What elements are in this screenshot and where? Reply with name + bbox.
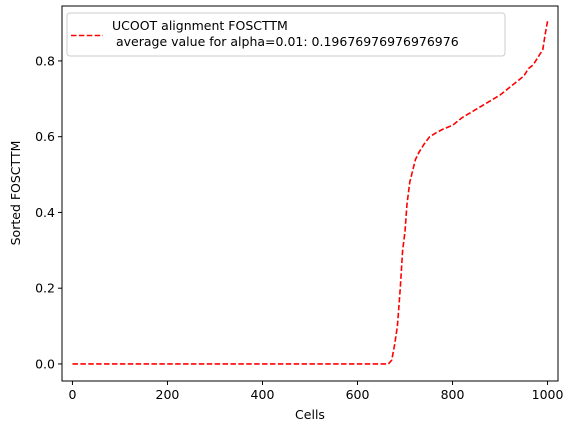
legend: UCOOT alignment FOSCTTM average value fo… — [66, 12, 506, 57]
x-tick-label: 200 — [156, 387, 180, 402]
y-tick-label: 0.2 — [35, 281, 55, 296]
x-tick-label: 800 — [441, 387, 465, 402]
plot-frame — [61, 5, 559, 382]
legend-box — [66, 12, 506, 57]
y-axis-label: Sorted FOSCTTM — [8, 141, 23, 246]
y-tick-label: 0.6 — [35, 129, 55, 144]
x-tick-label: 0 — [68, 387, 76, 402]
series-line — [72, 21, 549, 365]
legend-text-line-2: average value for alpha=0.01: 0.19676976… — [112, 34, 459, 49]
legend-text-line-1: UCOOT alignment FOSCTTM — [112, 18, 288, 33]
x-axis-ticks: 0 200 400 600 800 1000 — [68, 381, 564, 402]
x-tick-label: 400 — [251, 387, 275, 402]
x-tick-label: 600 — [346, 387, 370, 402]
x-axis-label: Cells — [295, 407, 325, 422]
legend-text: UCOOT alignment FOSCTTM average value fo… — [112, 18, 459, 49]
x-tick-label: 1000 — [532, 387, 564, 402]
y-tick-label: 0.0 — [35, 356, 55, 371]
y-tick-label: 0.8 — [35, 53, 55, 68]
y-axis-ticks: 0.0 0.2 0.4 0.6 0.8 — [35, 53, 62, 371]
y-tick-label: 0.4 — [35, 205, 55, 220]
